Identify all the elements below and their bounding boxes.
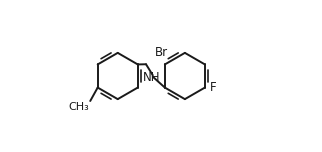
Text: NH: NH bbox=[143, 71, 161, 84]
Text: CH₃: CH₃ bbox=[69, 102, 90, 112]
Text: Br: Br bbox=[155, 46, 168, 59]
Text: F: F bbox=[209, 81, 216, 94]
